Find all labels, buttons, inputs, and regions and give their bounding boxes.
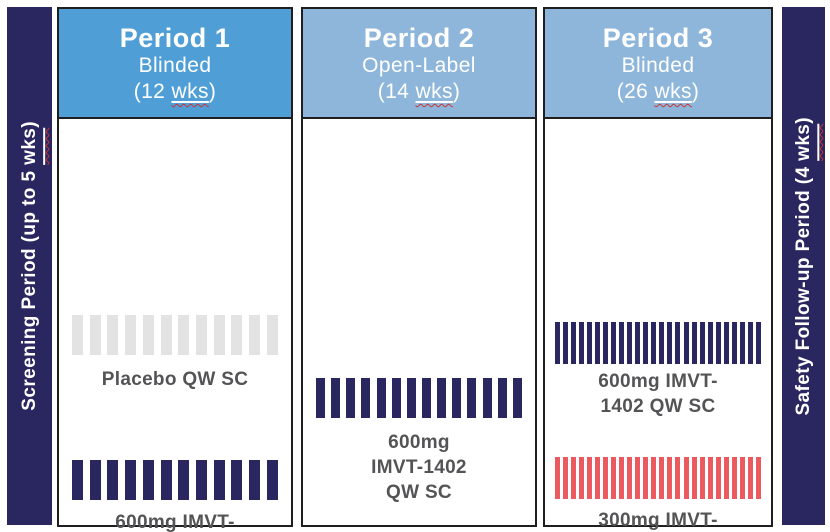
dose-600-tick-bars xyxy=(72,460,278,500)
period-2-box: Period 2 Open-Label (14 wks) 600mg IMVT-1… xyxy=(301,7,537,527)
period-2-title: Period 2 xyxy=(363,23,475,53)
screening-period-label: Screening Period (up to 5 wks) xyxy=(18,121,40,411)
period-1-box: Period 1 Blinded (12 wks) Placebo QW SC … xyxy=(57,7,293,532)
dose-300-tick-bars xyxy=(555,457,761,499)
period-2-subtitle: Open-Label xyxy=(362,54,476,77)
safety-followup-period-label: Safety Follow-up Period (4 wks) xyxy=(792,116,814,416)
period-3-duration: (26 wks) xyxy=(616,80,700,103)
period-1-subtitle: Blinded xyxy=(138,54,212,77)
period-2-duration: (14 wks) xyxy=(377,80,461,103)
period-1-header: Period 1 Blinded (12 wks) xyxy=(59,9,291,119)
dose-600-label: 600mg IMVT-1402 QW SC xyxy=(598,371,718,417)
period-3-subtitle: Blinded xyxy=(621,54,695,77)
screening-period-bar: Screening Period (up to 5 wks) xyxy=(7,7,52,525)
dose-600-label: 600mg IMVT-1402 QW SC xyxy=(371,432,467,503)
period-3-box: Period 3 Blinded (26 wks) 600mg IMVT- 140… xyxy=(543,7,773,531)
period-1-title: Period 1 xyxy=(119,23,231,53)
dose-600-tick-bars xyxy=(555,322,761,364)
period-3-title: Period 3 xyxy=(602,23,714,53)
placebo-tick-bars xyxy=(72,315,278,355)
dose-300-label: 300mg IMVT-1402 QW SC xyxy=(598,510,718,531)
safety-followup-period-bar: Safety Follow-up Period (4 wks) xyxy=(782,7,825,525)
placebo-label: Placebo QW SC xyxy=(101,369,249,390)
period-2-header: Period 2 Open-Label (14 wks) xyxy=(303,9,535,119)
dose-600-label: 600mg IMVT-1402 QW SC xyxy=(115,512,235,532)
period-1-duration: (12 wks) xyxy=(133,80,217,103)
dose-600-tick-bars xyxy=(316,378,522,418)
period-3-header: Period 3 Blinded (26 wks) xyxy=(545,9,771,119)
